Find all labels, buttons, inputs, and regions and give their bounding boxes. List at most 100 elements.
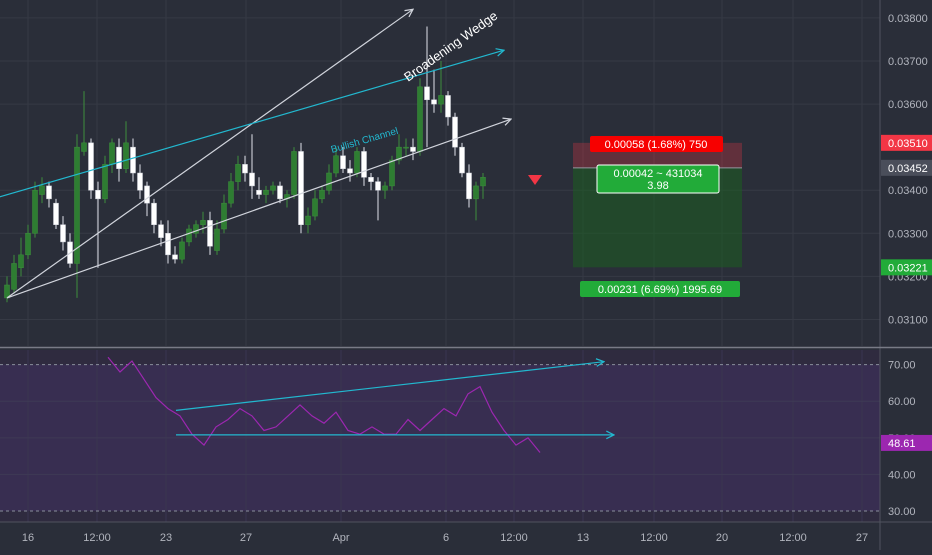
candle-body [88,142,94,191]
candle-body [179,241,185,260]
broadening-wedge-upper-line [6,9,413,299]
candle-body [186,228,192,243]
rsi-tick-label: 40.00 [888,469,916,481]
candle-body [11,263,17,290]
candle-body [123,142,129,169]
candle-body [81,142,87,152]
price-badge-label: 0.03452 [888,163,928,175]
candle-body [144,185,150,204]
candle-body [326,172,332,191]
candle-body [256,189,262,195]
candle-body [25,233,31,256]
rsi-value-label: 48.61 [888,438,916,450]
time-tick-label: 12:00 [640,532,668,544]
price-badge-label: 0.03221 [888,262,928,274]
candle-body [116,146,122,169]
candle-body [445,95,451,118]
price-badge-box [881,159,932,176]
candle-body [354,151,360,174]
candle-body [207,220,213,247]
candle-body [424,86,430,101]
time-tick-label: 6 [443,532,449,544]
candle-body [39,185,45,195]
position-stop-label-box [590,136,723,152]
price-tick-label: 0.03100 [888,314,928,326]
candle-body [200,220,206,225]
time-tick-label: 20 [716,532,728,544]
time-tick-label: 27 [856,532,868,544]
candle-body [452,116,458,148]
price-badge-box [881,259,932,276]
candle-body [382,185,388,191]
candle-body [417,86,423,152]
candle-body [158,224,164,238]
time-tick-label: 12:00 [779,532,807,544]
rsi-line [107,356,541,453]
candle-body [74,146,80,264]
price-tick-label: 0.03800 [888,13,928,25]
time-tick-label: 16 [22,532,34,544]
candle-body [396,146,402,161]
candle-body [95,189,101,200]
candle-body [263,189,269,195]
candle-body [102,164,108,200]
candle-body [249,172,255,187]
candle-body [277,185,283,200]
candle-body [291,151,297,195]
candle-body [312,198,318,217]
candle-body [305,215,311,225]
candle-body [109,142,115,165]
candle-body [130,146,136,174]
candle-body [221,202,227,230]
candle-body [431,99,437,105]
candle-body [32,189,38,234]
candle-body [361,151,367,178]
candle-body [18,254,24,269]
price-badge-label: 0.03510 [888,138,928,150]
candle-body [53,202,59,225]
bullish-channel-line [0,50,504,198]
position-mid-label-box [596,164,720,194]
time-tick-label: 13 [577,532,589,544]
time-tick-label: 27 [240,532,252,544]
candle-body [438,95,444,105]
position-stop-label: 0.00058 (1.68%) 750 [605,139,708,151]
rsi-trend-line [175,362,604,411]
broadening-wedge-lower-line [6,119,511,299]
candle-body [340,155,346,169]
position-target-label: 0.00231 (6.69%) 1995.69 [598,284,722,296]
candle-body [137,172,143,191]
candle-body [319,189,325,200]
candle-body [333,155,339,174]
candle-body [172,254,178,260]
time-tick-label: 12:00 [83,532,111,544]
position-mid-label-line1: 0.00042 ~ 431034 [613,168,702,180]
candle-body [151,202,157,225]
price-badge-box [881,134,932,151]
price-tick-label: 0.03700 [888,56,928,68]
candle-body [214,228,220,251]
price-tick-label: 0.03600 [888,99,928,111]
rsi-tick-label: 70.00 [888,360,916,372]
time-tick-label: 23 [160,532,172,544]
price-tick-label: 0.03300 [888,228,928,240]
candle-body [459,146,465,174]
candle-body [298,151,304,225]
sell-signal-marker [528,175,542,185]
rsi-tick-label: 60.00 [888,396,916,408]
candle-body [60,224,66,243]
candle-body [235,164,241,182]
candle-body [193,224,199,234]
candle-body [46,185,52,200]
rsi-value-badge [881,434,932,451]
candle-body [368,177,374,182]
candle-body [165,233,171,256]
candle-body [410,146,416,152]
candle-body [403,146,409,149]
position-target-label-box [580,281,740,297]
position-mid-label-line2: 3.98 [647,180,668,192]
candle-body [347,168,353,174]
candle-body [228,181,234,204]
